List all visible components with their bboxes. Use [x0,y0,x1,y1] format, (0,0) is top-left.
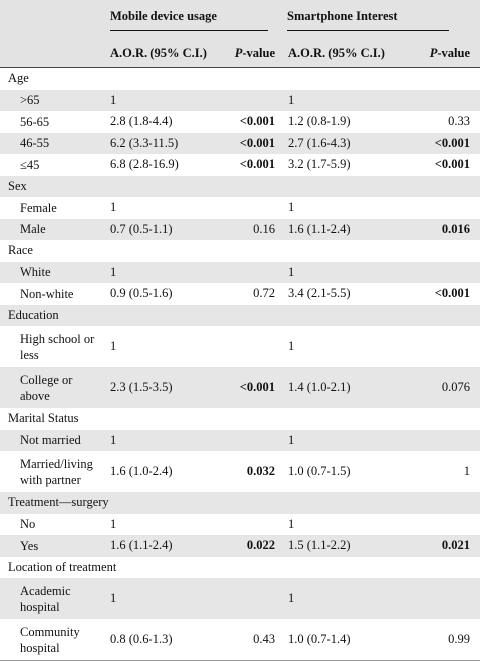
table-row: Married/living with partner 1.6 (1.0-2.4)… [20,456,470,487]
group-smartphone-interest: Smartphone Interest [287,9,449,31]
section-sex: Sex [0,175,480,197]
table-row: 46-55 6.2 (3.3-11.5) <0.001 2.7 (1.6-4.3… [0,132,480,154]
table-row: College or above 2.3 (1.5-3.5) <0.001 1.4… [0,367,480,408]
col-p-si: P-value [401,39,480,68]
section-marital-status: Marital Status [8,411,79,426]
table-row: 56-65 2.8 (1.8-4.4) <0.001 1.2 (0.8-1.9)… [20,114,470,129]
group-mobile-device-usage: Mobile device usage [110,9,268,31]
table-row: Academic hospital 1 1 [0,578,480,619]
col-p-mdu: P-value [215,39,283,68]
table-row: Community hospital 0.8 (0.6-1.3) 0.43 1.0… [0,619,480,661]
header-group-row: Mobile device usage Smartphone Interest [0,0,480,39]
table-row: Not married 1 1 [0,429,480,451]
section-age: Age [0,67,480,90]
table-row: High school or less 1 1 [20,331,295,362]
section-treatment-surgery: Treatment—surgery [0,492,480,514]
table-row: No 1 1 [20,516,295,532]
table-row: >65 1 1 [0,89,480,111]
header-column-row: A.O.R. (95% C.I.) P-value A.O.R. (95% C.… [0,39,480,68]
section-race: Race [8,243,33,258]
section-location-of-treatment: Location of treatment [8,559,117,574]
table-row: Yes 1.6 (1.1-2.4) 0.022 1.5 (1.1-2.2) 0.… [0,535,480,557]
section-education: Education [0,304,480,326]
col-aor-si: A.O.R. (95% C.I.) [283,39,401,68]
table-row: Male 0.7 (0.5-1.1) 0.16 1.6 (1.1-2.4) 0.… [0,218,480,240]
col-aor-mdu: A.O.R. (95% C.I.) [106,39,215,68]
table-row: White 1 1 [0,261,480,283]
table-row: Non-white 0.9 (0.5-1.6) 0.72 3.4 (2.1-5.… [20,286,470,301]
table-row: Female 1 1 [20,200,295,215]
table-row: ≤45 6.8 (2.8-16.9) <0.001 3.2 (1.7-5.9) … [20,157,470,172]
